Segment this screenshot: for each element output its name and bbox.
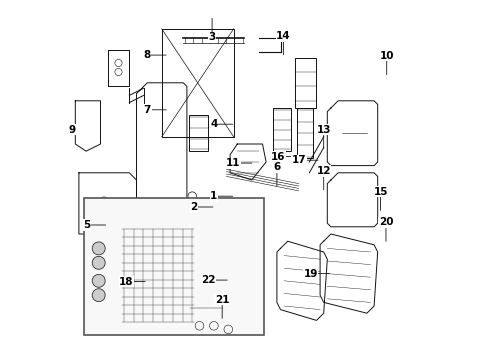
Text: 8: 8	[143, 50, 151, 60]
Text: 18: 18	[119, 276, 133, 287]
Text: 4: 4	[210, 119, 217, 129]
Text: 17: 17	[291, 155, 306, 165]
Text: 13: 13	[316, 125, 330, 135]
Text: 3: 3	[208, 32, 215, 42]
Text: 2: 2	[190, 202, 197, 212]
Text: 9: 9	[69, 125, 76, 135]
Text: 16: 16	[270, 152, 285, 162]
Text: 11: 11	[225, 158, 240, 168]
Circle shape	[92, 274, 105, 287]
Text: 10: 10	[379, 51, 393, 61]
Text: 20: 20	[378, 217, 392, 228]
Bar	[84, 198, 264, 335]
Text: 1: 1	[210, 191, 217, 201]
Circle shape	[92, 256, 105, 269]
Bar	[273, 108, 291, 151]
Circle shape	[92, 242, 105, 255]
Text: 5: 5	[83, 220, 90, 230]
Bar	[190, 295, 223, 320]
Bar	[190, 295, 230, 331]
Text: 14: 14	[276, 31, 290, 41]
Bar	[122, 227, 194, 324]
Circle shape	[92, 289, 105, 302]
Bar	[294, 58, 316, 108]
Text: 19: 19	[303, 269, 317, 279]
Text: 12: 12	[316, 166, 330, 176]
Text: 15: 15	[372, 186, 387, 197]
Text: 22: 22	[201, 275, 215, 285]
Bar	[296, 108, 312, 158]
Text: 21: 21	[215, 294, 229, 305]
Text: 6: 6	[273, 162, 280, 172]
Text: 7: 7	[143, 105, 151, 115]
Bar	[188, 115, 208, 151]
